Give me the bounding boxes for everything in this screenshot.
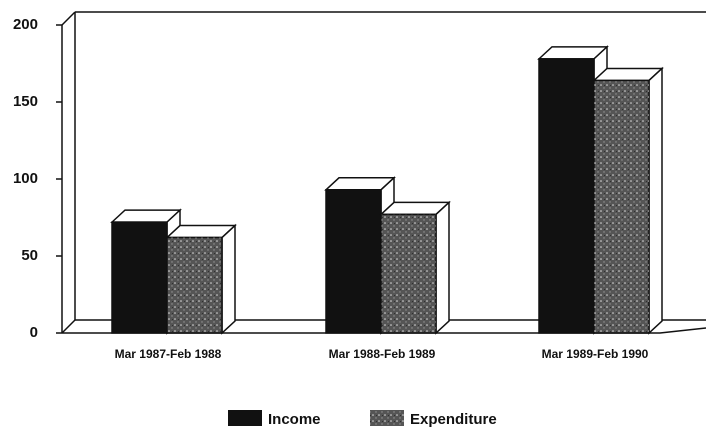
bar-side [221,223,236,335]
y-tick-label: 100 [13,170,38,187]
bar-texture [381,214,436,333]
bar-texture [167,237,222,333]
legend-label: Income [268,411,321,428]
legend-swatch [228,410,262,426]
legend-swatch-texture [370,410,404,426]
y-tick-label: 200 [13,16,38,33]
bar [111,221,168,334]
bar-side [648,66,663,335]
bar-side [435,200,450,335]
y-tick-label: 50 [21,247,38,264]
bar [325,189,382,334]
bar-texture [594,80,649,333]
x-tick-label: Mar 1988-Feb 1989 [329,347,436,361]
legend-label: Expenditure [410,411,497,428]
y-tick-label: 0 [30,324,38,341]
bar [538,58,595,334]
x-tick-label: Mar 1989-Feb 1990 [542,347,649,361]
y-tick-label: 150 [13,93,38,110]
x-tick-label: Mar 1987-Feb 1988 [115,347,222,361]
